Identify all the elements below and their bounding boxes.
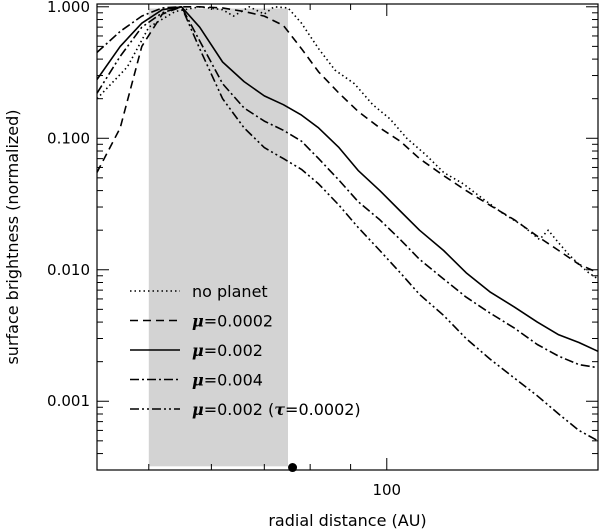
y-axis-label: surface brightness (normalized) xyxy=(3,109,22,364)
legend-label-5: μ=0.002 (τ=0.0002) xyxy=(192,400,361,419)
ticks-layer xyxy=(97,4,598,471)
series-line-3 xyxy=(96,6,599,353)
x-tick-label: 100 xyxy=(372,481,401,499)
series-line-1 xyxy=(96,6,599,280)
y-tick-label: 0.010 xyxy=(47,261,90,279)
y-tick-label: 1.000 xyxy=(47,0,90,16)
x-axis-label: radial distance (AU) xyxy=(268,511,426,530)
marker-dot xyxy=(288,463,298,473)
legend-label-3: μ=0.002 xyxy=(192,341,263,360)
series-line-2 xyxy=(96,6,599,274)
legend-label-2: μ=0.0002 xyxy=(192,312,273,331)
legend-label-4: μ=0.004 xyxy=(192,371,263,390)
legend: no planet μ=0.0002 μ=0.002 μ=0.004 μ=0.002 (… xyxy=(130,282,361,419)
legend-label-1: no planet xyxy=(192,282,268,301)
y-tick-label: 0.001 xyxy=(47,392,90,410)
tick-labels-layer: 1.000 0.100 0.010 0.001 100 xyxy=(47,0,401,499)
series-line-4 xyxy=(96,6,599,369)
y-tick-label: 0.100 xyxy=(47,129,90,147)
series-layer xyxy=(96,6,599,442)
marker-layer xyxy=(288,463,298,473)
shaded-region xyxy=(148,8,289,467)
plot-frame xyxy=(96,3,599,471)
shaded-region-layer xyxy=(148,8,289,467)
